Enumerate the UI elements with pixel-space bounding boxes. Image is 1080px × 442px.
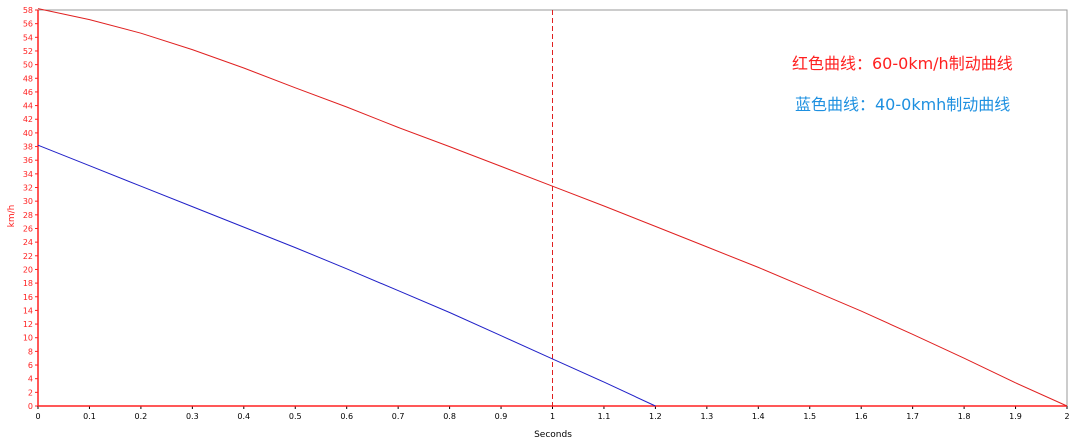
y-tick-label: 20 <box>23 265 33 274</box>
y-tick-label: 34 <box>23 170 33 179</box>
y-tick-label: 54 <box>23 33 33 42</box>
axes <box>35 9 1068 409</box>
y-tick-label: 22 <box>23 252 33 261</box>
series-line-blue <box>37 144 656 407</box>
y-tick-label: 32 <box>23 184 33 193</box>
x-tick-label: 0.1 <box>83 412 96 421</box>
annotation-red-curve: 红色曲线：60-0km/h制动曲线 <box>792 54 1013 73</box>
x-tick-label: 0 <box>35 412 40 421</box>
x-tick-label: 0.4 <box>237 412 250 421</box>
x-tick-labels: 0 0.1 0.2 0.3 0.4 0.5 0.6 0.7 0.8 0.9 1 1.1 1.2 1.3 1.… <box>35 412 1069 421</box>
y-tick-label: 44 <box>23 102 33 111</box>
y-axis-label: km/h <box>7 205 17 228</box>
y-tick-label: 50 <box>23 61 33 70</box>
y-tick-label: 8 <box>28 347 33 356</box>
y-tick-label: 16 <box>23 293 33 302</box>
y-tick-labels: 0246810121416182022242628303234363840424… <box>23 6 33 411</box>
y-tick-label: 10 <box>23 334 33 343</box>
y-tick-label: 40 <box>23 129 33 138</box>
y-tick-label: 58 <box>23 6 33 15</box>
x-tick-label: 1.8 <box>958 412 971 421</box>
x-tick-label: 1.9 <box>1009 412 1022 421</box>
series-line-red <box>37 8 1068 407</box>
x-tick-label: 0.9 <box>495 412 508 421</box>
x-tick-label: 2 <box>1064 412 1069 421</box>
x-tick-label: 1.5 <box>803 412 816 421</box>
annotation-blue-curve: 蓝色曲线：40-0kmh制动曲线 <box>795 95 1011 114</box>
x-tick-label: 0.8 <box>443 412 456 421</box>
y-tick-label: 0 <box>28 402 33 411</box>
y-tick-label: 48 <box>23 74 33 83</box>
y-tick-label: 52 <box>23 47 33 56</box>
x-tick-label: 0.6 <box>340 412 353 421</box>
y-tick-label: 38 <box>23 143 33 152</box>
y-tick-label: 28 <box>23 211 33 220</box>
x-tick-label: 0.2 <box>135 412 148 421</box>
y-tick-label: 18 <box>23 279 33 288</box>
y-tick-label: 6 <box>28 361 33 370</box>
x-tick-label: 1.7 <box>906 412 919 421</box>
x-tick-label: 0.5 <box>289 412 302 421</box>
y-tick-label: 26 <box>23 224 33 233</box>
x-tick-label: 1.3 <box>700 412 713 421</box>
y-tick-label: 12 <box>23 320 33 329</box>
y-tick-label: 56 <box>23 20 33 29</box>
y-tick-label: 30 <box>23 197 33 206</box>
y-tick-label: 14 <box>23 306 33 315</box>
y-tick-label: 36 <box>23 156 33 165</box>
x-tick-label: 1.6 <box>855 412 868 421</box>
x-tick-label: 0.7 <box>392 412 405 421</box>
y-tick-label: 42 <box>23 115 33 124</box>
x-tick-label: 1.4 <box>752 412 765 421</box>
x-tick-label: 1 <box>550 412 555 421</box>
y-tick-label: 24 <box>23 238 33 247</box>
y-tick-label: 46 <box>23 88 33 97</box>
x-tick-label: 1.1 <box>598 412 611 421</box>
y-tick-label: 2 <box>28 388 33 397</box>
x-tick-label: 0.3 <box>186 412 199 421</box>
x-tick-label: 1.2 <box>649 412 662 421</box>
y-tick-label: 4 <box>28 375 33 384</box>
series-lines <box>37 8 1068 407</box>
x-axis-label: Seconds <box>534 430 572 440</box>
